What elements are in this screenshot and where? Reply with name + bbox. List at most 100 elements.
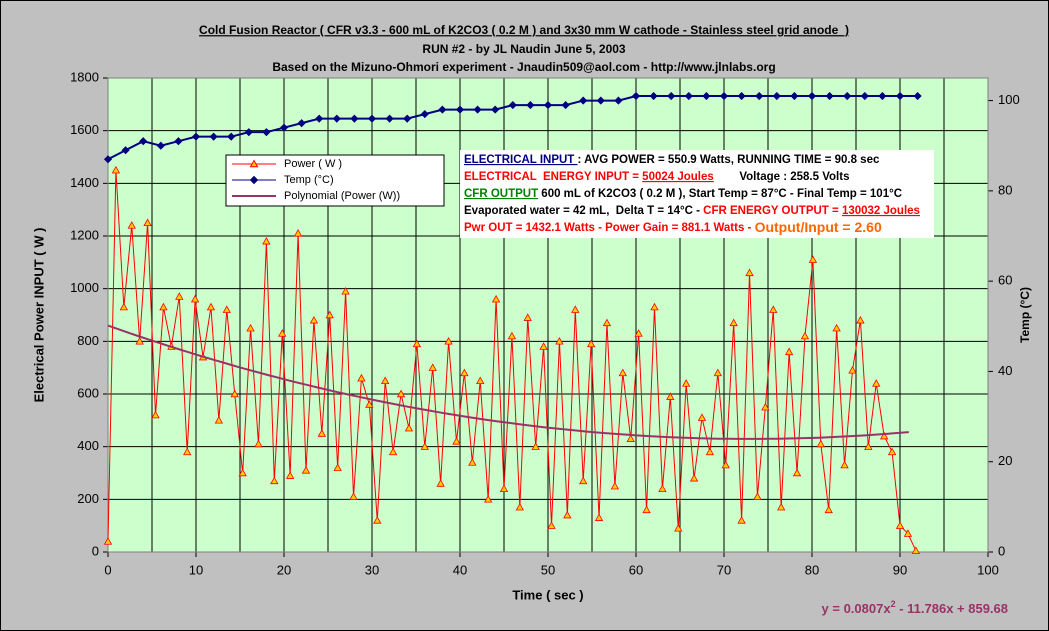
data-point xyxy=(649,91,658,101)
y2-tick-label: 80 xyxy=(998,182,1012,197)
data-point xyxy=(438,105,447,114)
data-point xyxy=(367,114,377,123)
data-point xyxy=(127,221,136,229)
data-point xyxy=(684,91,693,101)
x-tick-label: 30 xyxy=(365,562,379,577)
data-point xyxy=(460,368,469,377)
x-tick-label: 70 xyxy=(717,562,731,577)
data-point xyxy=(800,331,810,340)
data-point xyxy=(594,513,604,521)
data-point xyxy=(468,458,477,466)
data-point xyxy=(175,292,184,300)
data-point xyxy=(825,91,834,101)
x-tick-label: 80 xyxy=(805,562,819,577)
data-point xyxy=(824,505,833,514)
y-tick-label: 1000 xyxy=(70,280,99,295)
data-point xyxy=(547,521,556,529)
x-tick-label: 40 xyxy=(453,562,467,577)
data-point xyxy=(278,329,287,337)
data-point xyxy=(911,546,921,554)
data-point xyxy=(222,305,231,313)
data-point xyxy=(350,114,359,123)
data-point xyxy=(713,368,723,377)
x-axis-label: Time ( sec ) xyxy=(512,587,583,602)
data-point xyxy=(254,439,263,448)
data-point xyxy=(596,96,605,105)
annotation-text: Evaporated water = 42 mL, Delta T = 14°C… xyxy=(464,205,703,217)
data-point xyxy=(618,368,627,377)
data-point xyxy=(523,313,532,321)
data-point xyxy=(499,484,509,492)
data-point xyxy=(285,471,295,479)
annotation-text: : AVG POWER = 550.9 Watts, RUNNING TIME … xyxy=(578,154,880,166)
annotation-text: 600 mL of K2CO3 ( 0.2 M ), Start Temp = … xyxy=(538,188,902,200)
annotation-text: CFR ENERGY OUTPUT = xyxy=(703,205,842,217)
data-point xyxy=(111,165,121,174)
equation-part: 2 xyxy=(891,599,896,609)
annotation-box xyxy=(460,150,934,238)
y2-tick-label: 100 xyxy=(998,92,1020,107)
data-point xyxy=(121,146,130,155)
data-point xyxy=(420,442,429,450)
data-point xyxy=(209,132,218,141)
data-point xyxy=(753,492,762,500)
data-point xyxy=(293,229,303,237)
data-point xyxy=(151,410,160,419)
y-tick-label: 400 xyxy=(77,438,99,453)
data-point xyxy=(491,105,500,114)
x-tick-label: 50 xyxy=(541,562,555,577)
annotation-line: ELECTRICAL ENERGY INPUT = 50024 Joules V… xyxy=(464,171,849,183)
data-point xyxy=(396,389,406,398)
data-point xyxy=(579,96,588,105)
data-point xyxy=(214,416,224,424)
legend-marker xyxy=(249,175,259,185)
y-tick-label: 600 xyxy=(77,385,99,400)
data-point xyxy=(631,91,641,101)
data-point xyxy=(848,365,857,374)
data-point xyxy=(420,110,429,119)
annotation-line: ELECTRICAL INPUT : AVG POWER = 550.9 Wat… xyxy=(464,154,880,166)
legend-label: Power ( W ) xyxy=(284,158,342,170)
data-point xyxy=(357,373,366,382)
data-point xyxy=(297,119,306,128)
legend-label: Temp (°C) xyxy=(284,174,334,186)
legend-marker xyxy=(249,159,259,168)
plot-border xyxy=(107,77,989,553)
y-tick-label: 1600 xyxy=(70,122,99,137)
data-point xyxy=(135,337,144,345)
data-point xyxy=(860,91,869,101)
data-point xyxy=(270,476,279,485)
data-point xyxy=(246,323,255,332)
annotation-text: 50024 Joules xyxy=(642,171,714,183)
y-tick-label: 1400 xyxy=(70,175,99,190)
data-point xyxy=(761,402,770,411)
data-point xyxy=(807,91,817,101)
data-point xyxy=(388,447,398,456)
data-point xyxy=(508,101,517,110)
data-point xyxy=(737,516,746,524)
data-point xyxy=(262,128,271,137)
data-point xyxy=(689,473,699,482)
data-point xyxy=(103,537,113,545)
data-point xyxy=(143,218,152,227)
data-point xyxy=(895,91,905,101)
x-tick-label: 0 xyxy=(104,562,111,577)
data-point xyxy=(626,434,635,442)
annotation-text: Voltage : 258.5 Volts xyxy=(714,171,850,183)
data-point xyxy=(610,481,620,490)
y2-tick-label: 0 xyxy=(998,543,1005,558)
data-point xyxy=(333,463,342,471)
data-point xyxy=(879,431,889,440)
data-point xyxy=(206,302,216,311)
data-point xyxy=(507,331,517,340)
data-point xyxy=(579,476,588,485)
data-point xyxy=(816,439,825,448)
annotation-text: CFR OUTPUT xyxy=(464,188,538,200)
data-point xyxy=(840,460,849,469)
data-point xyxy=(571,305,580,313)
y2-tick-label: 20 xyxy=(998,453,1012,468)
data-point xyxy=(455,105,465,114)
annotation-text: ELECTRICAL INPUT xyxy=(464,154,578,166)
data-point xyxy=(769,305,778,313)
